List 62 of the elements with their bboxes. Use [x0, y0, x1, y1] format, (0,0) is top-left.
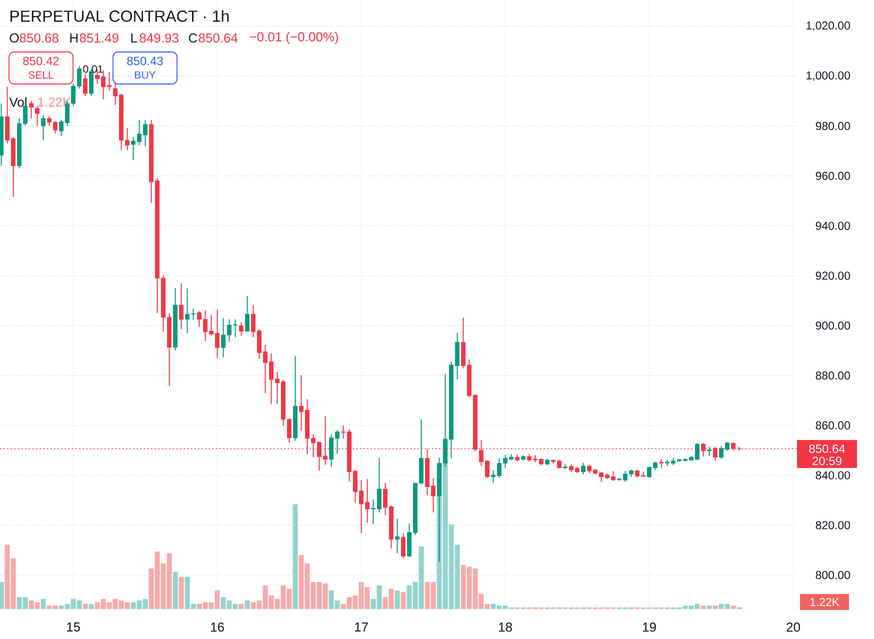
- candlestick: [581, 462, 586, 475]
- candlestick: [41, 114, 46, 141]
- bar: [700, 606, 706, 609]
- annotation: 850.42: [23, 56, 59, 66]
- bar: [172, 572, 178, 609]
- candlestick: [239, 322, 244, 336]
- bar: [292, 504, 298, 609]
- annotation: L: [131, 34, 138, 42]
- annotation: 850.64: [198, 33, 238, 43]
- candlestick: [83, 73, 88, 97]
- text: 20:59: [812, 456, 842, 466]
- annotation: C: [188, 33, 198, 43]
- annotation: SELL: [28, 71, 54, 79]
- annotation: Vol: [9, 97, 26, 107]
- annotation: −0.01 (−0.00%): [250, 32, 338, 44]
- bar: [394, 590, 400, 609]
- bar: [0, 582, 4, 609]
- text: PERPETUAL CONTRACT · 1h: [10, 10, 229, 22]
- bar: [40, 598, 46, 609]
- y-tick-label: 1,020.00: [806, 21, 850, 31]
- x-tick-label: 17: [355, 622, 368, 632]
- y-tick-label: 880.00: [816, 371, 850, 380]
- bar: [244, 600, 250, 609]
- annotation: 0.01: [83, 65, 103, 73]
- x-tick-label: 20: [786, 622, 800, 632]
- x-tick-label: 16: [211, 622, 224, 632]
- candlestick: [35, 106, 40, 126]
- text: 1.22K: [810, 598, 840, 606]
- annotation: BUY: [135, 71, 156, 79]
- annotation: 850.68: [20, 33, 58, 43]
- candlestick: [29, 100, 34, 119]
- x-tick-label: 15: [67, 622, 80, 632]
- y-tick-label: 820.00: [816, 521, 850, 530]
- annotation: 851.49: [80, 33, 118, 43]
- y-tick-label: 900.00: [816, 322, 850, 330]
- annotation: 850.43: [127, 56, 163, 66]
- candlestick: [245, 296, 250, 332]
- y-tick-label: 840.00: [816, 471, 850, 480]
- y-tick-label: 960.00: [816, 172, 850, 180]
- x-tick-label: 19: [643, 622, 656, 632]
- bar: [400, 592, 406, 609]
- y-tick-label: 920.00: [816, 272, 850, 280]
- annotation: O: [10, 33, 19, 43]
- annotation: 1.22K: [38, 97, 72, 107]
- bar: [88, 604, 94, 609]
- bar: [706, 606, 712, 609]
- bar: [82, 604, 88, 609]
- candlestick: [179, 282, 184, 330]
- y-tick-label: 940.00: [816, 222, 850, 230]
- bar: [178, 576, 184, 609]
- annotation: H: [70, 34, 78, 42]
- candlestick: [401, 532, 406, 559]
- bar: [712, 606, 718, 609]
- y-tick-label: 800.00: [816, 571, 850, 580]
- y-tick-label: 1,000.00: [806, 71, 850, 81]
- y-tick-label: 860.00: [816, 421, 850, 430]
- ref-line-label: 850.64: [809, 444, 846, 453]
- annotation: 849.93: [140, 33, 178, 43]
- candlestick: [707, 446, 712, 457]
- candlestick: [395, 518, 400, 554]
- x-tick-label: 18: [499, 622, 512, 632]
- y-tick-label: 980.00: [816, 122, 850, 130]
